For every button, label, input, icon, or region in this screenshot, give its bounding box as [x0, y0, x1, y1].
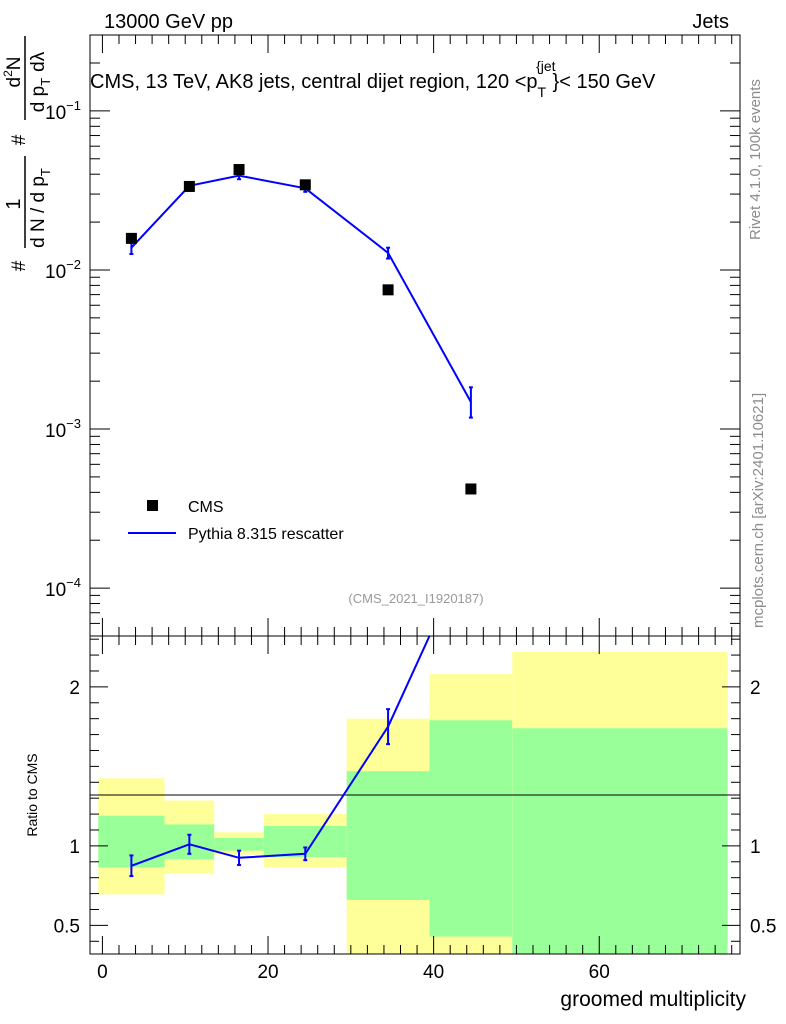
ylabel-one: 1: [3, 198, 25, 209]
cms-data-point: [233, 164, 245, 176]
main-panel-frame: [89, 34, 741, 637]
y-tick-label-exp: −1: [66, 98, 81, 113]
cms-data-point: [183, 180, 195, 192]
mc-line: [130, 174, 472, 403]
y-tick-label-base: 10: [45, 262, 66, 283]
ratio-uncertainty-bands: [98, 651, 728, 954]
cms-data-point: [465, 483, 477, 495]
main-chart-marks: [125, 164, 477, 495]
legend-pythia-label: Pythia 8.315 rescatter: [188, 526, 344, 543]
ylabel-d-sup: 2: [1, 70, 15, 77]
x-axis-label: groomed multiplicity: [560, 988, 746, 1011]
y-tick-label-base: 10: [45, 103, 66, 124]
ylabel-hash-2: #: [9, 134, 30, 145]
ylabel-dpt: d p: [28, 86, 49, 112]
x-tick-label: 20: [257, 962, 278, 983]
y-tick-label-exp: −2: [66, 257, 81, 272]
ylabel-d2n: d2N: [1, 57, 25, 88]
y-tick-label-base: 10: [45, 580, 66, 601]
main-axis-ticks: 10−110−210−310−4: [45, 35, 740, 637]
ylabel-n: N: [4, 57, 25, 71]
ylabel-dpt-sub: T: [38, 78, 53, 86]
ratio-y-tick-label-right: 2: [750, 678, 761, 699]
legend-cms-marker: [147, 500, 158, 511]
y-tick-label: 10−4: [45, 575, 81, 601]
title-main-text: CMS, 13 TeV, AK8 jets, central dijet reg…: [90, 71, 538, 93]
ratio-y-tick-label-left: 0.5: [54, 916, 80, 937]
ylabel-dn-dpt: d N / d p: [28, 176, 49, 248]
y-tick-label-exp: −4: [66, 575, 81, 590]
cms-data-point: [299, 179, 311, 191]
ylabel-hash-1: #: [9, 260, 30, 271]
chart-title: CMS, 13 TeV, AK8 jets, central dijet reg…: [90, 58, 656, 100]
ylabel-d: d: [4, 77, 25, 88]
x-tick-label: 0: [97, 962, 108, 983]
cms-data-point: [125, 232, 137, 244]
ylabel-denominator: d N / d pT: [28, 168, 53, 248]
title-sub: T: [538, 84, 547, 100]
y-tick-label-base: 10: [45, 421, 66, 442]
ratio-band-green: [429, 720, 513, 937]
ratio-panel-frame: [89, 635, 741, 955]
y-tick-label: 10−3: [45, 416, 81, 442]
ratio-mc-line: [131, 636, 431, 867]
ylabel-dn-dpt-sub: T: [38, 168, 53, 176]
ratio-y-tick-label-left: 2: [69, 678, 80, 699]
mcplots-site-label: mcplots.cern.ch [arXiv:2401.10621]: [750, 393, 767, 628]
ratio-y-axis-label: Ratio to CMS: [24, 753, 40, 836]
cms-data-point: [382, 284, 394, 296]
ylabel-dlambda: dλ: [28, 51, 49, 72]
x-tick-label: 60: [589, 962, 610, 983]
ratio-chart-marks: [129, 636, 431, 878]
title-end-text: }< 150 GeV: [553, 71, 657, 93]
y-tick-label-exp: −3: [66, 416, 81, 431]
category-label: Jets: [692, 11, 729, 33]
ratio-y-tick-label-left: 1: [69, 837, 80, 858]
ratio-y-tick-label-right: 0.5: [750, 916, 776, 937]
ratio-axis-ticks: 0.5 0.51 12 20 20 40 60: [54, 636, 776, 983]
main-y-axis-label: # 1 d N / d pT # d2N d pTdλ: [1, 36, 53, 271]
analysis-watermark: (CMS_2021_I1920187): [348, 591, 483, 606]
x-tick-label: 40: [423, 962, 444, 983]
ratio-band-green: [214, 837, 264, 851]
y-tick-label: 10−1: [45, 98, 81, 124]
ylabel-numerator-2: d pTdλ: [28, 51, 53, 112]
ratio-band-green: [346, 771, 430, 900]
ratio-y-tick-label-right: 1: [750, 837, 761, 858]
title-sup: {jet: [536, 58, 556, 74]
legend-cms-label: CMS: [188, 499, 224, 516]
energy-label: 13000 GeV pp: [104, 11, 233, 33]
rivet-version-label: Rivet 4.1.0, 100k events: [747, 79, 764, 240]
ratio-band-green: [512, 728, 728, 954]
y-tick-label: 10−2: [45, 257, 81, 283]
